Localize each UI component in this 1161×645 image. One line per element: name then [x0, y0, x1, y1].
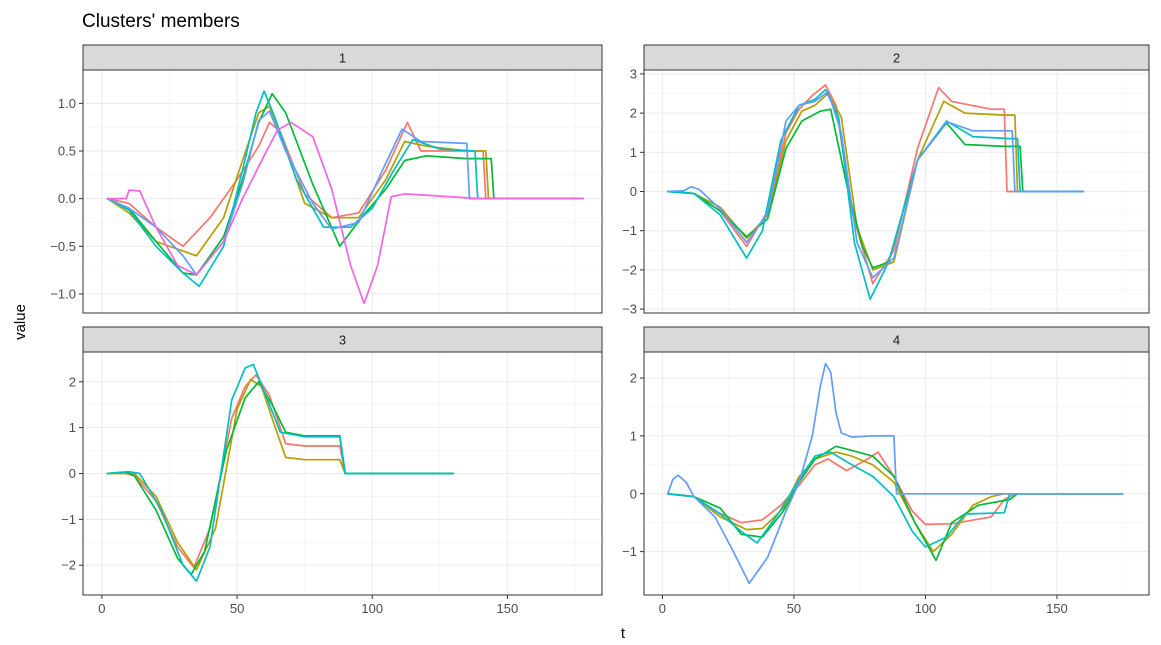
y-tick-label: 0 [630, 486, 637, 501]
facet-strip-label: 1 [339, 51, 346, 66]
y-tick-label: −2 [61, 558, 76, 573]
x-tick-label: 0 [98, 601, 105, 616]
facet-strip-label: 3 [339, 333, 346, 348]
y-tick-label: 1.0 [58, 96, 76, 111]
series-line-green [666, 108, 1085, 269]
y-tick-label: −0.5 [50, 239, 76, 254]
series-line-magenta [106, 121, 584, 305]
series-line-teal [106, 363, 455, 583]
y-tick-label: −2 [622, 262, 637, 277]
panel-background [83, 70, 602, 313]
facet-panel-2: 2 −3 −2 −1 0 1 2 3 [622, 44, 1150, 317]
y-tick-label: 0.5 [58, 144, 76, 159]
facet-strip-label: 4 [893, 333, 900, 348]
facet-strip [82, 326, 603, 353]
x-tick-label: 150 [1046, 601, 1068, 616]
y-tick-label: −1 [61, 512, 76, 527]
x-axis-title: t [621, 625, 626, 642]
series-line-olive [106, 378, 455, 571]
y-tick-label: −1 [622, 544, 637, 559]
y-tick-label: 2 [630, 106, 637, 121]
facet-panel-4: 4 −1 0 1 2 0 50 100 150 [622, 326, 1150, 616]
chart-title: Clusters' members [82, 11, 240, 32]
series-line-blue [106, 110, 584, 276]
y-tick-label: 0 [630, 184, 637, 199]
facet-panels: 1 −1.0 −0.5 0.0 0.5 1.0 2 −3 −2 −1 0 1 2 3 3 −2 −1 0 1 2 0 50… [50, 44, 1150, 616]
facet-strip-label: 2 [893, 51, 900, 66]
x-tick-label: 0 [659, 601, 666, 616]
y-tick-label: −1 [622, 223, 637, 238]
y-tick-label: 1 [630, 428, 637, 443]
y-tick-label: 3 [630, 66, 637, 81]
facet-strip [643, 44, 1150, 71]
series-line-blue [666, 362, 1124, 585]
x-tick-label: 50 [230, 601, 244, 616]
y-axis-title: value [12, 304, 29, 340]
facet-panel-1: 1 −1.0 −0.5 0.0 0.5 1.0 [50, 44, 603, 314]
series-line-teal [666, 451, 1124, 548]
series-line-olive [666, 451, 1124, 553]
x-tick-label: 150 [497, 601, 519, 616]
x-tick-label: 100 [915, 601, 937, 616]
series-line-red [666, 451, 1124, 526]
series-line-green [666, 445, 1124, 562]
y-tick-label: −3 [622, 302, 637, 317]
x-tick-label: 50 [787, 601, 801, 616]
y-tick-label: 1 [630, 145, 637, 160]
series-line-blue [666, 90, 1085, 279]
series-line-green [106, 380, 455, 576]
facet-panel-3: 3 −2 −1 0 1 2 0 50 100 150 [61, 326, 603, 616]
series-line-green [106, 92, 584, 276]
y-tick-label: 2 [69, 374, 76, 389]
facet-strip [643, 326, 1150, 353]
x-tick-label: 100 [361, 601, 383, 616]
panel-background [644, 352, 1149, 595]
series-line-red [106, 374, 455, 569]
series-line-teal [666, 88, 1085, 301]
y-tick-label: −1.0 [50, 286, 76, 301]
facet-strip [82, 44, 603, 71]
y-tick-label: 0 [69, 466, 76, 481]
y-tick-label: 2 [630, 371, 637, 386]
series-line-teal [106, 90, 584, 288]
y-tick-label: 1 [69, 420, 76, 435]
y-tick-label: 0.0 [58, 191, 76, 206]
